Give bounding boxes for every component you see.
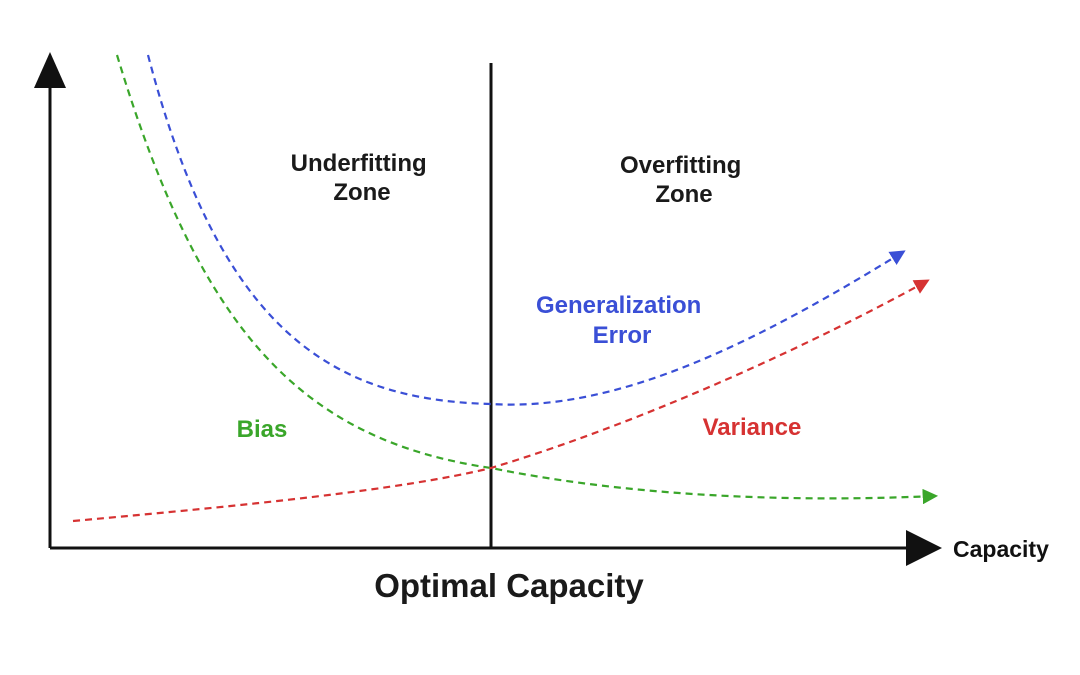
overfitting-zone-label: Overfitting Zone — [620, 152, 748, 208]
bias-curve — [115, 54, 939, 505]
x-axis-label: Capacity — [953, 536, 1049, 562]
underfitting-zone-line1: Underfitting — [291, 150, 427, 177]
underfitting-zone-label: Underfitting Zone — [291, 150, 434, 206]
generalization-label-line1: Generalization — [536, 292, 701, 319]
x-axis-arrowhead — [906, 530, 942, 566]
overfitting-zone-line2: Zone — [655, 181, 712, 208]
overfitting-zone-line1: Overfitting — [620, 152, 741, 179]
generalization-error-curve — [146, 54, 906, 406]
generalization-error-label: Generalization Error — [536, 292, 708, 349]
underfitting-zone-line2: Zone — [333, 179, 390, 206]
y-axis-arrowhead — [34, 52, 66, 88]
optimal-capacity-label: Optimal Capacity — [374, 567, 644, 604]
variance-curve — [72, 279, 930, 523]
generalization-label-line2: Error — [593, 322, 652, 349]
bias-label: Bias — [237, 416, 288, 443]
variance-label: Variance — [703, 414, 802, 441]
